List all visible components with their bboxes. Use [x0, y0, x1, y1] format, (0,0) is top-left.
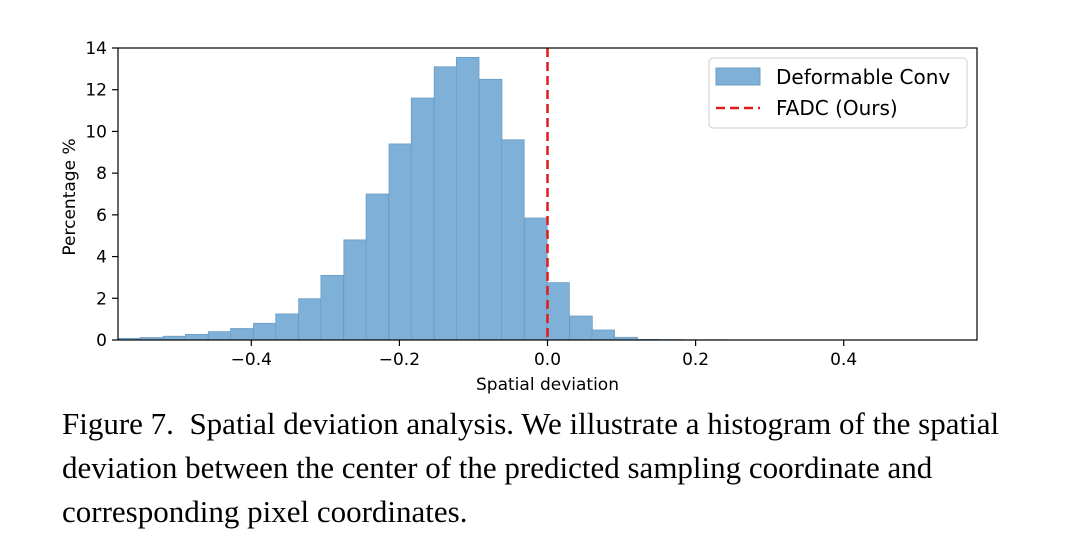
figure-caption: Figure 7. Spatial deviation analysis. We…: [62, 402, 1022, 534]
histogram-bar: [275, 313, 299, 341]
histogram-bar: [546, 282, 570, 341]
x-tick-label: −0.2: [379, 350, 420, 370]
x-tick-label: −0.4: [231, 350, 272, 370]
y-tick-label: 14: [85, 39, 107, 59]
legend-box: [708, 57, 968, 129]
histogram-bar: [569, 315, 593, 341]
histogram-bar: [410, 97, 435, 341]
histogram-bar: [298, 298, 322, 341]
legend-swatch-deformable-conv: [715, 67, 761, 86]
histogram-bar: [591, 329, 615, 341]
figure-caption-label: Figure 7.: [62, 406, 174, 441]
y-tick-label: 0: [96, 331, 107, 351]
y-tick-label: 4: [96, 248, 107, 268]
x-tick-label: 0.4: [830, 350, 857, 370]
y-tick-label: 10: [85, 122, 107, 142]
x-axis-ticks: −0.4 −0.2 0.0 0.2 0.4: [231, 340, 857, 370]
histogram-bar: [184, 333, 209, 341]
histogram-bar: [253, 322, 277, 341]
legend-label-deformable-conv: Deformable Conv: [776, 65, 950, 89]
histogram-chart: −0.4 −0.2 0.0 0.2 0.4 0 2 4 6 8 10 12 14 Spatial de…: [60, 39, 978, 395]
histogram-bar: [501, 139, 525, 341]
histogram-bar: [433, 66, 458, 341]
y-axis-label: Percentage %: [60, 138, 80, 255]
histogram-bar: [343, 239, 367, 341]
histogram-bar: [388, 143, 413, 341]
histogram-bars: [117, 56, 729, 341]
histogram-bar: [207, 331, 232, 341]
x-tick-label: 0.2: [682, 350, 709, 370]
figure-caption-text: Spatial deviation analysis. We illustrat…: [62, 406, 1000, 529]
y-tick-label: 2: [96, 289, 107, 309]
histogram-bar: [230, 328, 254, 341]
plot-frame: [117, 47, 978, 341]
x-axis-label: Spatial deviation: [476, 375, 619, 395]
histogram-bar: [524, 217, 548, 341]
y-tick-label: 12: [85, 81, 107, 101]
y-tick-label: 8: [96, 164, 107, 184]
legend-label-fadc: FADC (Ours): [776, 96, 898, 120]
histogram-bar: [456, 56, 480, 341]
y-axis-ticks: 0 2 4 6 8 10 12 14: [85, 39, 118, 351]
y-tick-label: 6: [96, 206, 107, 226]
histogram-bar: [365, 193, 390, 341]
x-tick-label: 0.0: [534, 350, 561, 370]
histogram-bar: [478, 78, 503, 341]
histogram-bar: [320, 274, 344, 341]
legend: Deformable Conv FADC (Ours): [708, 57, 968, 129]
